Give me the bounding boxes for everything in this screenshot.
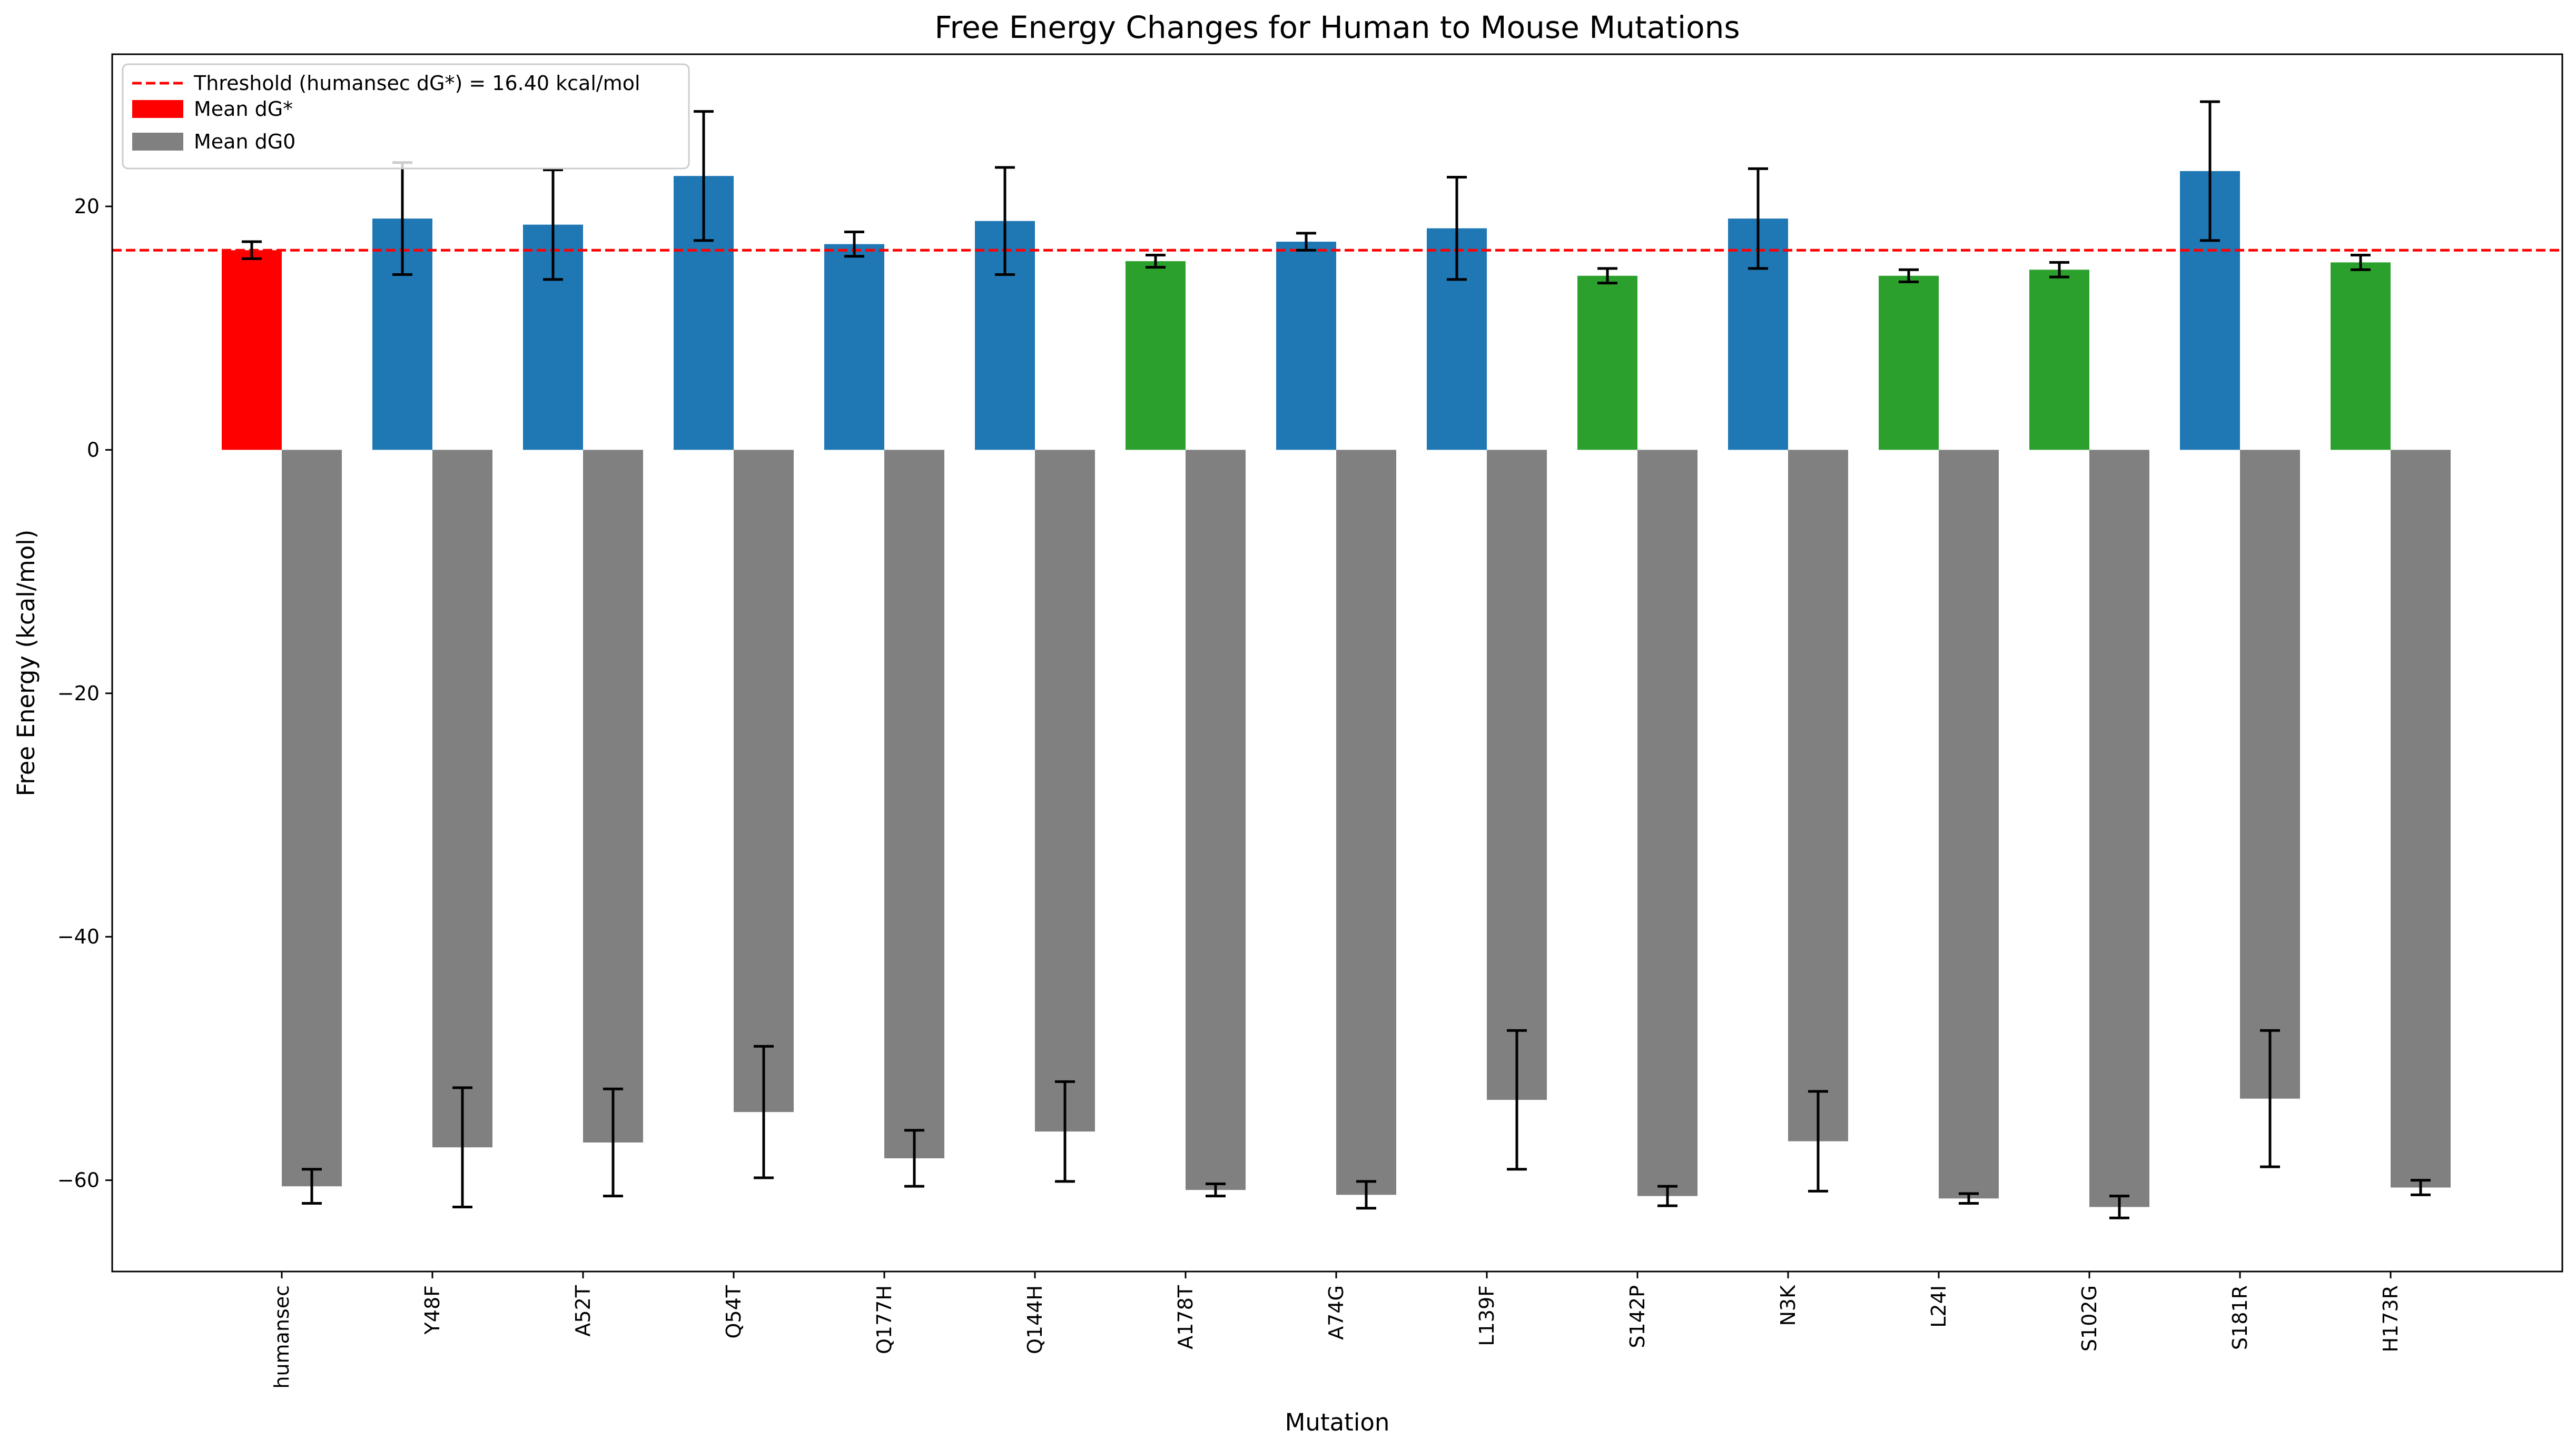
bar-dg0-S102G (2089, 450, 2149, 1207)
error-bar-dgstar-A178T (1146, 253, 1166, 269)
legend: Threshold (humansec dG*) = 16.40 kcal/mo… (122, 63, 690, 170)
error-bar-dg0-humansec (302, 1168, 322, 1205)
error-bar-dg0-A52T (603, 1087, 623, 1198)
error-bar-dg0-S102G (2109, 1195, 2129, 1219)
error-bar-dg0-H173R (2411, 1179, 2431, 1196)
x-tick-label: A178T (1174, 1285, 1197, 1349)
bar-dg0-A178T (1186, 450, 1246, 1190)
x-tick-label: H173R (2379, 1285, 2402, 1353)
legend-label-dg0: Mean dG0 (194, 130, 295, 153)
x-tick-label: L24I (1927, 1285, 1950, 1328)
error-bar-dgstar-S142P (1597, 267, 1617, 285)
x-tick-label: Q177H (873, 1285, 896, 1354)
error-bar-dg0-S142P (1657, 1185, 1677, 1207)
error-bar-dgstar-S102G (2049, 261, 2069, 279)
legend-swatch-dg0 (132, 133, 183, 151)
x-tick-label: S181R (2228, 1285, 2252, 1350)
error-bar-dg0-N3K (1808, 1090, 1828, 1193)
error-bar-dg0-L24I (1959, 1192, 1979, 1205)
x-tick-label: S102G (2078, 1285, 2101, 1352)
bar-dg0-A52T (583, 450, 643, 1143)
error-bar-dgstar-Q54T (694, 110, 714, 242)
bar-dgstar-humansec (222, 250, 282, 450)
x-tick-label: N3K (1776, 1285, 1800, 1326)
x-tick-label: A52T (571, 1285, 595, 1336)
bar-dg0-humansec (282, 450, 342, 1187)
bar-dgstar-S142P (1577, 275, 1637, 450)
error-bar-dg0-Q144H (1055, 1080, 1075, 1183)
error-bar-dg0-S181R (2260, 1029, 2280, 1168)
bar-dgstar-A74G (1276, 242, 1336, 450)
x-tick-label: humansec (270, 1285, 293, 1389)
legend-swatch-dgstar (132, 100, 183, 118)
bar-dg0-Q144H (1035, 450, 1095, 1132)
legend-box (122, 63, 690, 170)
legend-label-dgstar: Mean dG* (194, 97, 293, 121)
y-axis-label: Free Energy (kcal/mol) (12, 530, 40, 797)
error-bar-dgstar-H173R (2351, 253, 2371, 271)
plot-layer: 20 0 −20 −40 −60 humansec Y48F A52T Q54T Q177H Q14… (57, 53, 2563, 1389)
x-tick-label: L139F (1475, 1285, 1498, 1346)
x-tick-label: Q144H (1023, 1285, 1047, 1354)
bar-dg0-Q177H (884, 450, 944, 1158)
error-bar-dg0-Q54T (754, 1045, 774, 1179)
y-tick-label: 20 (74, 195, 100, 218)
bar-dg0-A74G (1336, 450, 1396, 1195)
bar-dgstar-A178T (1126, 261, 1186, 450)
x-tick-label: Y48F (421, 1285, 444, 1335)
error-bar-dgstar-S181R (2200, 100, 2220, 242)
chart-title: Free Energy Changes for Human to Mouse M… (934, 9, 1740, 45)
error-bar-dg0-Q177H (904, 1129, 924, 1188)
error-bar-dgstar-L24I (1899, 268, 1919, 283)
x-tick-label: Q54T (722, 1285, 745, 1338)
y-tick-label: −20 (57, 682, 100, 705)
error-bar-dgstar-L139F (1447, 176, 1467, 281)
y-tick-label: 0 (87, 438, 100, 461)
bar-dg0-S142P (1637, 450, 1697, 1196)
x-tick-label: A74G (1325, 1285, 1348, 1340)
x-axis-label: Mutation (1285, 1408, 1390, 1436)
y-tick-label: −40 (57, 925, 100, 948)
error-bar-dg0-L139F (1507, 1029, 1527, 1171)
error-bar-dgstar-A52T (543, 168, 563, 281)
bar-dg0-Y48F (432, 450, 492, 1148)
bar-dg0-L139F (1487, 450, 1547, 1100)
bar-dgstar-H173R (2331, 262, 2391, 450)
bar-dgstar-S102G (2029, 270, 2089, 450)
bar-dg0-N3K (1788, 450, 1848, 1141)
bar-dg0-Q54T (734, 450, 794, 1113)
bar-dgstar-L24I (1879, 275, 1939, 450)
error-bar-dg0-Y48F (452, 1086, 472, 1208)
bar-dg0-H173R (2391, 450, 2451, 1188)
x-tick-label: S142P (1626, 1285, 1649, 1348)
bar-dg0-S181R (2240, 450, 2300, 1099)
bar-dgstar-Q177H (824, 244, 884, 450)
plot-frame (111, 53, 2563, 1273)
error-bar-dgstar-Q144H (995, 166, 1015, 276)
legend-threshold-label: Threshold (humansec dG*) = 16.40 kcal/mo… (193, 72, 640, 95)
error-bar-dg0-A178T (1206, 1183, 1226, 1198)
error-bar-dgstar-Q177H (844, 231, 864, 258)
error-bar-dgstar-humansec (242, 240, 262, 260)
bar-dg0-L24I (1939, 450, 1999, 1199)
error-bar-dgstar-A74G (1296, 232, 1316, 252)
error-bar-dg0-A74G (1356, 1180, 1376, 1210)
y-tick-label: −60 (57, 1169, 100, 1192)
error-bar-dgstar-N3K (1748, 167, 1768, 270)
